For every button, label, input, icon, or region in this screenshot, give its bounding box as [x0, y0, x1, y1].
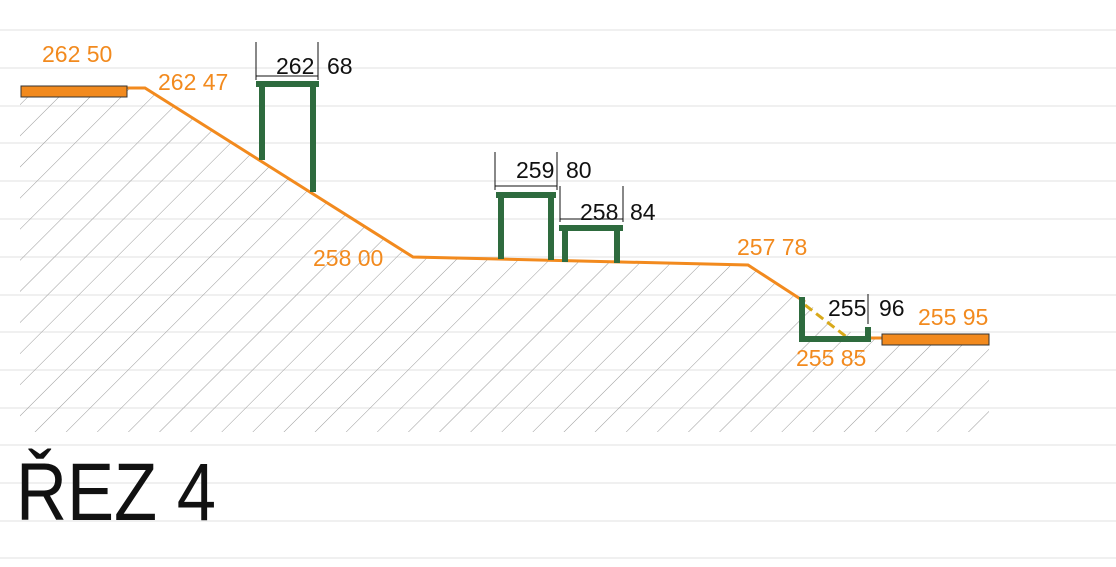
- structure-label: 259: [516, 157, 554, 183]
- elevation-label: 258 00: [313, 245, 383, 271]
- elevation-label: 255 85: [796, 345, 866, 371]
- structure-label: 258: [580, 199, 618, 225]
- structure-label: 96: [879, 295, 905, 321]
- structure: [255, 42, 319, 192]
- structure-label: 262: [276, 53, 314, 79]
- structure: [494, 152, 558, 260]
- terrain-line: [127, 86, 806, 304]
- elevation-label: 257 78: [737, 234, 807, 260]
- paved-strip: [20, 85, 128, 98]
- structure-label: 255: [828, 295, 866, 321]
- elevation-label: 262 47: [158, 69, 228, 95]
- paved-strip: [881, 333, 990, 346]
- elevation-label: 262 50: [42, 41, 112, 67]
- section-title: ŘEZ 4: [16, 447, 216, 538]
- elevation-label: 255 95: [918, 304, 988, 330]
- structure-label: 80: [566, 157, 592, 183]
- structure: [559, 186, 624, 263]
- structure: [799, 294, 871, 342]
- structure-label: 84: [630, 199, 656, 225]
- structure-label: 68: [327, 53, 353, 79]
